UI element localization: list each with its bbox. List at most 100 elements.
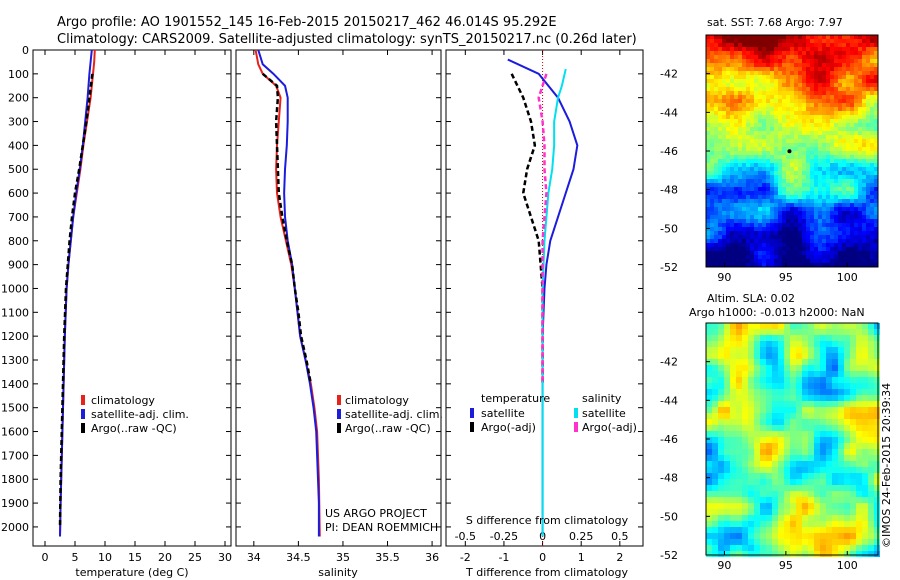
map-cell [742,389,748,395]
map-cell [874,491,880,497]
map-cell [738,175,742,179]
map-cell [714,127,718,131]
map-cell [814,59,818,63]
map-cell [818,203,822,207]
map-cell [830,51,834,55]
map-cell [770,59,774,63]
map-cell [826,83,830,87]
map-cell [770,219,774,223]
map-cell [846,91,850,95]
map-cell [718,255,722,259]
map-cell [802,67,806,71]
map-cell [724,449,730,455]
map-cell [750,111,754,115]
map-cell [846,111,850,115]
map-cell [802,103,806,107]
map-cell [834,63,838,67]
map-cell [750,183,754,187]
map-cell [724,539,730,545]
map-cell [808,473,814,479]
map-cell [854,71,858,75]
map-cell [832,545,838,551]
map-cell [862,485,868,491]
map-cell [762,227,766,231]
map-cell [870,223,874,227]
map-cell [722,215,726,219]
map-cell [798,259,802,263]
map-cell [712,527,718,533]
map-cell [718,437,724,443]
map-cell [718,431,724,437]
map-cell [748,533,754,539]
map-cell [742,115,746,119]
map-cell [866,75,870,79]
map-cell [842,199,846,203]
map-cell [838,39,842,43]
map-cell [784,413,790,419]
map-cell [870,219,874,223]
map-cell [874,219,878,223]
map-cell [766,545,772,551]
map-cell [770,43,774,47]
map-cell [798,47,802,51]
map-cell [820,527,826,533]
temperature-panel-frame [32,49,232,547]
map-cell [870,47,874,51]
map-cell [834,87,838,91]
map-cell [846,231,850,235]
map-cell [866,55,870,59]
map-cell [778,207,782,211]
map-cell [718,223,722,227]
map-cell [862,127,866,131]
map-cell [856,365,862,371]
map-cell [730,195,734,199]
map-cell [722,107,726,111]
map-cell [762,83,766,87]
map-cell [790,207,794,211]
map-cell [842,131,846,135]
map-cell [830,227,834,231]
map-cell [730,389,736,395]
map-cell [746,227,750,231]
map-cell [830,191,834,195]
map-cell [798,103,802,107]
map-cell [802,551,808,557]
map-cell [834,235,838,239]
map-cell [790,347,796,353]
map-cell [846,71,850,75]
map-cell [758,159,762,163]
map-cell [802,377,808,383]
map-cell [826,485,832,491]
map-cell [820,509,826,515]
map-cell [706,407,712,413]
map-cell [762,263,766,267]
map-cell [754,461,760,467]
map-cell [842,75,846,79]
map-cell [730,211,734,215]
map-cell [802,263,806,267]
map-cell [712,449,718,455]
map-x-tick-label: 100 [837,559,858,572]
map-cell [746,119,750,123]
map-cell [718,231,722,235]
map-cell [782,91,786,95]
map-cell [842,47,846,51]
map-cell [814,425,820,431]
map-cell [802,171,806,175]
map-cell [778,479,784,485]
map-cell [862,43,866,47]
map-cell [782,67,786,71]
map-cell [724,527,730,533]
map-cell [844,413,850,419]
map-cell [826,39,830,43]
map-cell [712,539,718,545]
map-cell [832,365,838,371]
map-cell [746,147,750,151]
map-cell [866,107,870,111]
map-cell [778,75,782,79]
map-cell [806,79,810,83]
map-cell [782,107,786,111]
map-cell [802,55,806,59]
map-cell [758,75,762,79]
map-cell [724,503,730,509]
